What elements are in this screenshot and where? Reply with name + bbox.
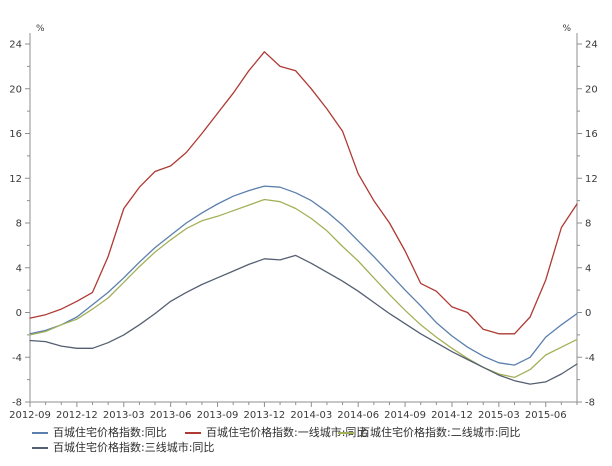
series-line-3	[29, 254, 578, 385]
y-tick-label-right: 24	[585, 40, 598, 51]
x-tick-label: 2012-12	[56, 410, 98, 421]
y-tick-label-right: -8	[585, 398, 595, 409]
y-tick-label-left: -8	[12, 398, 22, 409]
y-tick-label-left: 20	[9, 84, 22, 95]
legend-item-0: 百城住宅价格指数:同比	[32, 426, 167, 439]
line-chart-canvas: -8 -8 -4 -4 0 0 4 4 8 8 12 12 16 16 20 20 24 24% % 2012-09 2…	[9, 24, 598, 421]
x-tick-label: 2015-03	[478, 410, 520, 421]
x-tick-label: 2013-03	[103, 410, 145, 421]
y-tick-label-left: 0	[16, 308, 22, 319]
legend-label-1: 百城住宅价格指数:一线城市:同比	[206, 426, 368, 439]
y-unit-label-left: %	[36, 24, 45, 34]
y-tick-label-left: 12	[9, 174, 22, 185]
x-tick-label: 2014-09	[384, 410, 426, 421]
x-tick-label: 2015-06	[525, 410, 567, 421]
y-tick-label-left: 8	[16, 219, 22, 230]
legend-swatch-0	[32, 431, 48, 434]
x-tick-label: 2013-06	[150, 410, 192, 421]
legend-label-0: 百城住宅价格指数:同比	[53, 426, 167, 439]
y-tick-label-right: 12	[585, 174, 598, 185]
x-tick-label: 2013-09	[197, 410, 239, 421]
legend-swatch-1	[185, 431, 201, 434]
legend-label-3: 百城住宅价格指数:三线城市:同比	[53, 441, 215, 454]
legend-item-1: 百城住宅价格指数:一线城市:同比	[185, 426, 367, 439]
legend-label-2: 百城住宅价格指数:二线城市:同比	[359, 426, 521, 439]
x-tick-label: 2013-12	[244, 410, 286, 421]
legend-item-2: 百城住宅价格指数:二线城市:同比	[338, 426, 520, 439]
y-unit-label-right: %	[562, 24, 571, 34]
y-tick-label-right: 8	[585, 219, 591, 230]
y-tick-label-right: 4	[585, 263, 591, 274]
x-tick-label: 2014-03	[290, 410, 332, 421]
y-tick-label-left: 24	[9, 40, 22, 51]
x-tick-label: 2014-12	[431, 410, 473, 421]
series-line-1	[29, 51, 578, 335]
legend-item-3: 百城住宅价格指数:三线城市:同比	[32, 441, 214, 454]
y-tick-label-left: 4	[16, 263, 22, 274]
y-tick-label-left: -4	[12, 353, 22, 364]
y-tick-label-right: 16	[585, 129, 598, 140]
y-tick-label-right: 20	[585, 84, 598, 95]
x-tick-label: 2014-06	[337, 410, 379, 421]
series-line-0	[29, 185, 578, 366]
chart-legend: 百城住宅价格指数:同比 百城住宅价格指数:一线城市:同比 百城住宅价格指数:二线城市…	[0, 0, 612, 454]
y-tick-label-right: -4	[585, 353, 595, 364]
legend-swatch-3	[32, 446, 48, 449]
legend-swatch-2	[338, 431, 354, 434]
x-tick-label: 2012-09	[9, 410, 51, 421]
y-tick-label-left: 16	[9, 129, 22, 140]
y-tick-label-right: 0	[585, 308, 591, 319]
